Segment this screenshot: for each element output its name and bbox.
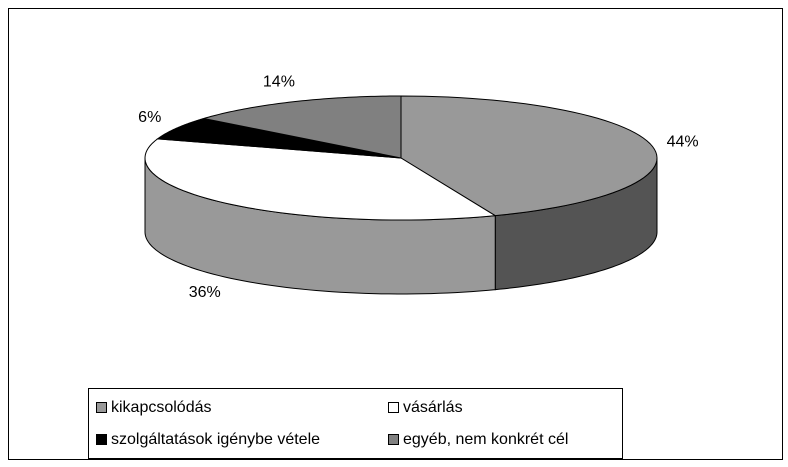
- legend-box: [88, 388, 623, 459]
- data-label: 44%: [667, 134, 699, 151]
- legend-swatch: [388, 434, 399, 445]
- data-label: 6%: [138, 109, 161, 126]
- legend-label: vásárlás: [403, 399, 463, 416]
- data-label: 36%: [189, 284, 221, 301]
- legend-label: kikapcsolódás: [111, 399, 212, 416]
- legend-swatch: [96, 402, 107, 413]
- data-label: 14%: [263, 73, 295, 90]
- slice: [156, 117, 402, 159]
- legend-label: szolgáltatások igénybe vétele: [111, 431, 320, 448]
- legend-label: egyéb, nem konkrét cél: [403, 431, 568, 448]
- legend-swatch: [388, 402, 399, 413]
- slice: [400, 95, 658, 217]
- legend-swatch: [96, 434, 107, 445]
- slice: [144, 138, 497, 221]
- slice: [203, 95, 402, 159]
